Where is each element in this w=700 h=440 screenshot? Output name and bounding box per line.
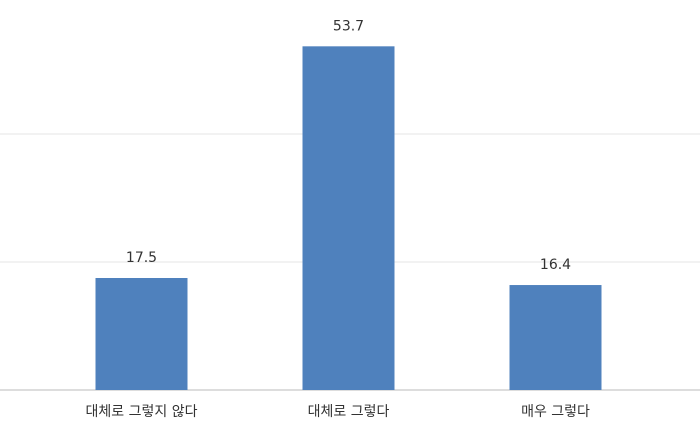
bar [509,285,602,390]
x-tick-label: 대체로 그렇지 않다 [86,404,198,420]
bar [302,46,395,390]
data-label: 53.7 [333,18,364,34]
bar [95,278,188,390]
data-label: 16.4 [540,257,571,273]
x-tick-label: 대체로 그렇다 [308,404,390,420]
data-label: 17.5 [126,250,157,266]
x-tick-label: 매우 그렇다 [521,404,590,420]
